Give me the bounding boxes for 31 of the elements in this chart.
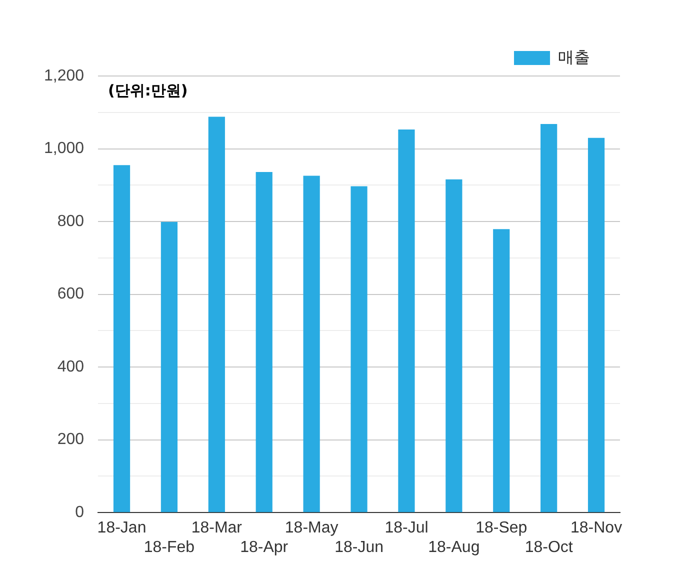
x-tick-label: 18-Apr [240,538,289,556]
legend-label: 매출 [558,49,590,66]
y-tick-label: 400 [57,358,84,376]
bar [160,222,178,512]
x-tick-label: 18-Jul [384,520,428,537]
x-tick-label: 18-Mar [191,520,243,537]
x-tick-label: 18-Aug [428,538,480,556]
bar [540,124,558,512]
bar [303,176,320,512]
bar [208,116,225,512]
y-tick-label: 200 [57,431,84,448]
x-tick-label: 18-Feb [144,538,195,556]
x-tick-label: 18-Jan [97,520,146,537]
annotation: (단위:만원) [108,81,188,100]
bar [256,172,272,512]
y-tick-label: 800 [57,212,84,230]
y-tick-label: 0 [75,504,84,522]
bar [350,186,368,512]
bar [588,138,605,512]
bar [398,129,415,512]
x-tick-label: 18-Jun [334,538,384,556]
bar [113,165,130,512]
bar [493,229,510,512]
bar [446,179,462,512]
y-tick-label: 1,200 [44,67,84,84]
x-tick-label: 18-Oct [524,538,574,556]
x-tick-label: 18-Nov [570,520,622,537]
y-tick-label: 600 [57,286,84,303]
x-tick-label: 18-Sep [476,520,528,537]
x-tick-label: 18-May [284,520,338,537]
y-tick-label: 1,000 [44,140,84,158]
